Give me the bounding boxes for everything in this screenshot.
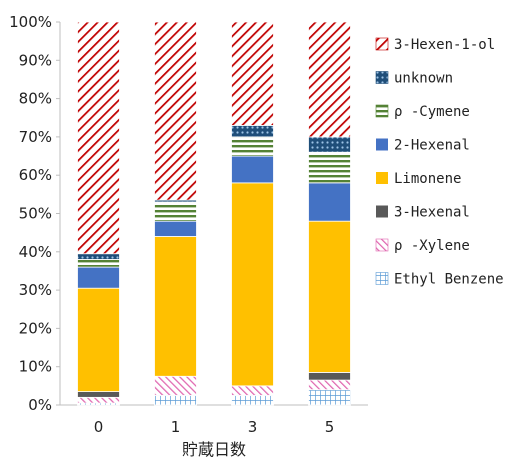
bar-segment: [231, 21, 274, 126]
bar-segment: [77, 266, 120, 289]
bar-segment: [154, 220, 197, 237]
legend-item: 2-Hexenal: [376, 138, 470, 154]
bar-segment: [231, 385, 274, 396]
x-tick-label: 5: [325, 418, 335, 436]
y-tick-label: 0%: [28, 396, 52, 414]
bar-segment: [154, 21, 197, 201]
bar-segment: [231, 182, 274, 387]
y-tick-label: 40%: [19, 243, 52, 261]
legend-label: Ethyl Benzene: [394, 272, 504, 288]
bar-segment: [308, 372, 351, 381]
bar-segment: [231, 395, 274, 406]
legend-label: 3-Hexen-1-ol: [394, 37, 495, 53]
x-tick-label: 3: [248, 418, 258, 436]
bar-segment: [231, 136, 274, 157]
bar-segment: [308, 220, 351, 373]
bar-segment: [231, 155, 274, 184]
bar-stack-5: [308, 21, 351, 406]
legend-item: Limonene: [376, 171, 461, 187]
legend-label: 3-Hexenal: [394, 205, 470, 221]
legend-item: ρ -Cymene: [375, 104, 470, 120]
y-tick-label: 100%: [9, 13, 52, 31]
legend-label: ρ -Cymene: [394, 104, 470, 120]
bar-stack-1: [154, 21, 197, 406]
bar-segment: [154, 201, 197, 222]
legend-item: 3-Hexen-1-ol: [375, 37, 495, 53]
bar-segment: [77, 391, 120, 398]
legend-swatch: [376, 205, 388, 218]
legend: 3-Hexen-1-ol unknown ρ -Cymene 2-Hexenal Lim…: [375, 37, 504, 288]
bar-segment: [154, 395, 197, 406]
legend-label: ρ -Xylene: [394, 238, 470, 254]
y-tick-label: 50%: [19, 205, 52, 223]
legend-label: 2-Hexenal: [394, 138, 470, 154]
legend-item: unknown: [375, 71, 453, 87]
legend-swatch: [375, 104, 389, 118]
bar-segment: [308, 379, 351, 391]
bar-segment: [77, 396, 120, 404]
bar-segment: [77, 287, 120, 392]
bar-segment: [308, 21, 351, 138]
bar-segment: [154, 236, 197, 377]
legend-label: Limonene: [394, 171, 461, 187]
legend-swatch: [376, 172, 388, 184]
x-tick-labels: 0 1 3 5: [94, 418, 335, 436]
y-tick-label: 10%: [19, 358, 52, 376]
y-tick-labels: 0% 10% 20% 30% 40% 50% 60% 70% 80% 90% 100%: [9, 13, 60, 414]
bar-stack-3: [231, 21, 274, 406]
legend-item: 3-Hexenal: [376, 205, 470, 221]
x-tick-label: 0: [94, 418, 104, 436]
legend-swatch: [375, 238, 389, 252]
bar-segment: [77, 21, 120, 255]
bar-segment: [77, 259, 120, 268]
y-tick-label: 90%: [19, 51, 52, 69]
x-axis-label: 貯蔵日数: [182, 440, 246, 459]
bar-stack-0: [77, 21, 120, 406]
legend-item: Ethyl Benzene: [375, 272, 504, 288]
legend-swatch: [376, 138, 388, 151]
legend-label: unknown: [394, 71, 453, 87]
bar-segment: [308, 389, 351, 406]
legend-swatch: [375, 37, 389, 51]
y-tick-label: 60%: [19, 166, 52, 184]
bar-segment: [77, 253, 120, 260]
legend-item: ρ -Xylene: [375, 238, 470, 254]
legend-swatch: [375, 71, 389, 84]
legend-swatch: [375, 272, 389, 285]
bar-segment: [308, 151, 351, 184]
y-tick-label: 30%: [19, 281, 52, 299]
bar-segment: [308, 182, 351, 222]
bar-stacks: [77, 21, 351, 406]
bar-segment: [308, 136, 351, 153]
bar-segment: [231, 125, 274, 138]
y-tick-label: 70%: [19, 128, 52, 146]
y-tick-label: 80%: [19, 90, 52, 108]
x-tick-label: 1: [171, 418, 181, 436]
y-tick-label: 20%: [19, 319, 52, 337]
bar-segment: [154, 375, 197, 396]
